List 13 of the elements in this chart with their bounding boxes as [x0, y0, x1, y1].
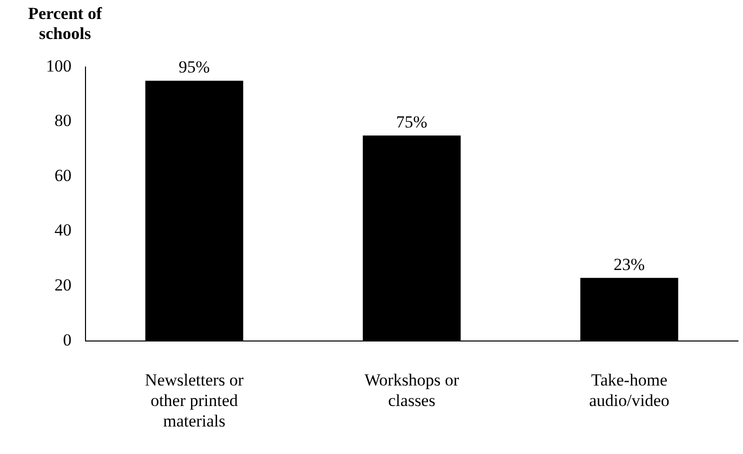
y-tick-label: 40: [54, 220, 72, 240]
y-tick-label: 20: [54, 276, 72, 295]
x-tick-label: Newsletters or other printed materials: [144, 370, 244, 430]
y-axis-title: Percent of schools: [27, 4, 104, 44]
data-label: 23%: [614, 254, 645, 274]
x-tick-label: Workshops or classes: [364, 370, 460, 410]
y-tick-label: 60: [54, 166, 72, 185]
x-tick-label: Take-home audio/video: [589, 370, 670, 410]
data-label: 95%: [178, 58, 210, 77]
y-tick-label: 100: [46, 56, 72, 76]
y-tick-label: 0: [63, 330, 72, 350]
y-tick-label: 80: [54, 111, 72, 130]
data-label: 75%: [396, 112, 428, 132]
